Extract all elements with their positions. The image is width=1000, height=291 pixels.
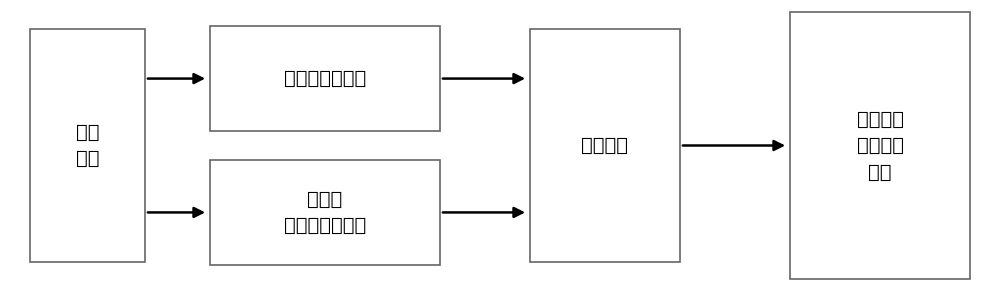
- Bar: [530, 29, 680, 262]
- Text: 控制
逻辑: 控制 逻辑: [76, 123, 99, 168]
- Bar: [30, 29, 145, 262]
- Text: 电荷平衡
式模数转
换器: 电荷平衡 式模数转 换器: [856, 109, 904, 182]
- Text: 光电二极管阵列: 光电二极管阵列: [284, 69, 366, 88]
- Text: 暗电流
光电二极管阵列: 暗电流 光电二极管阵列: [284, 190, 366, 235]
- Bar: [210, 26, 440, 131]
- Text: 滤噪电路: 滤噪电路: [582, 136, 629, 155]
- Bar: [790, 12, 970, 279]
- Bar: [210, 160, 440, 265]
